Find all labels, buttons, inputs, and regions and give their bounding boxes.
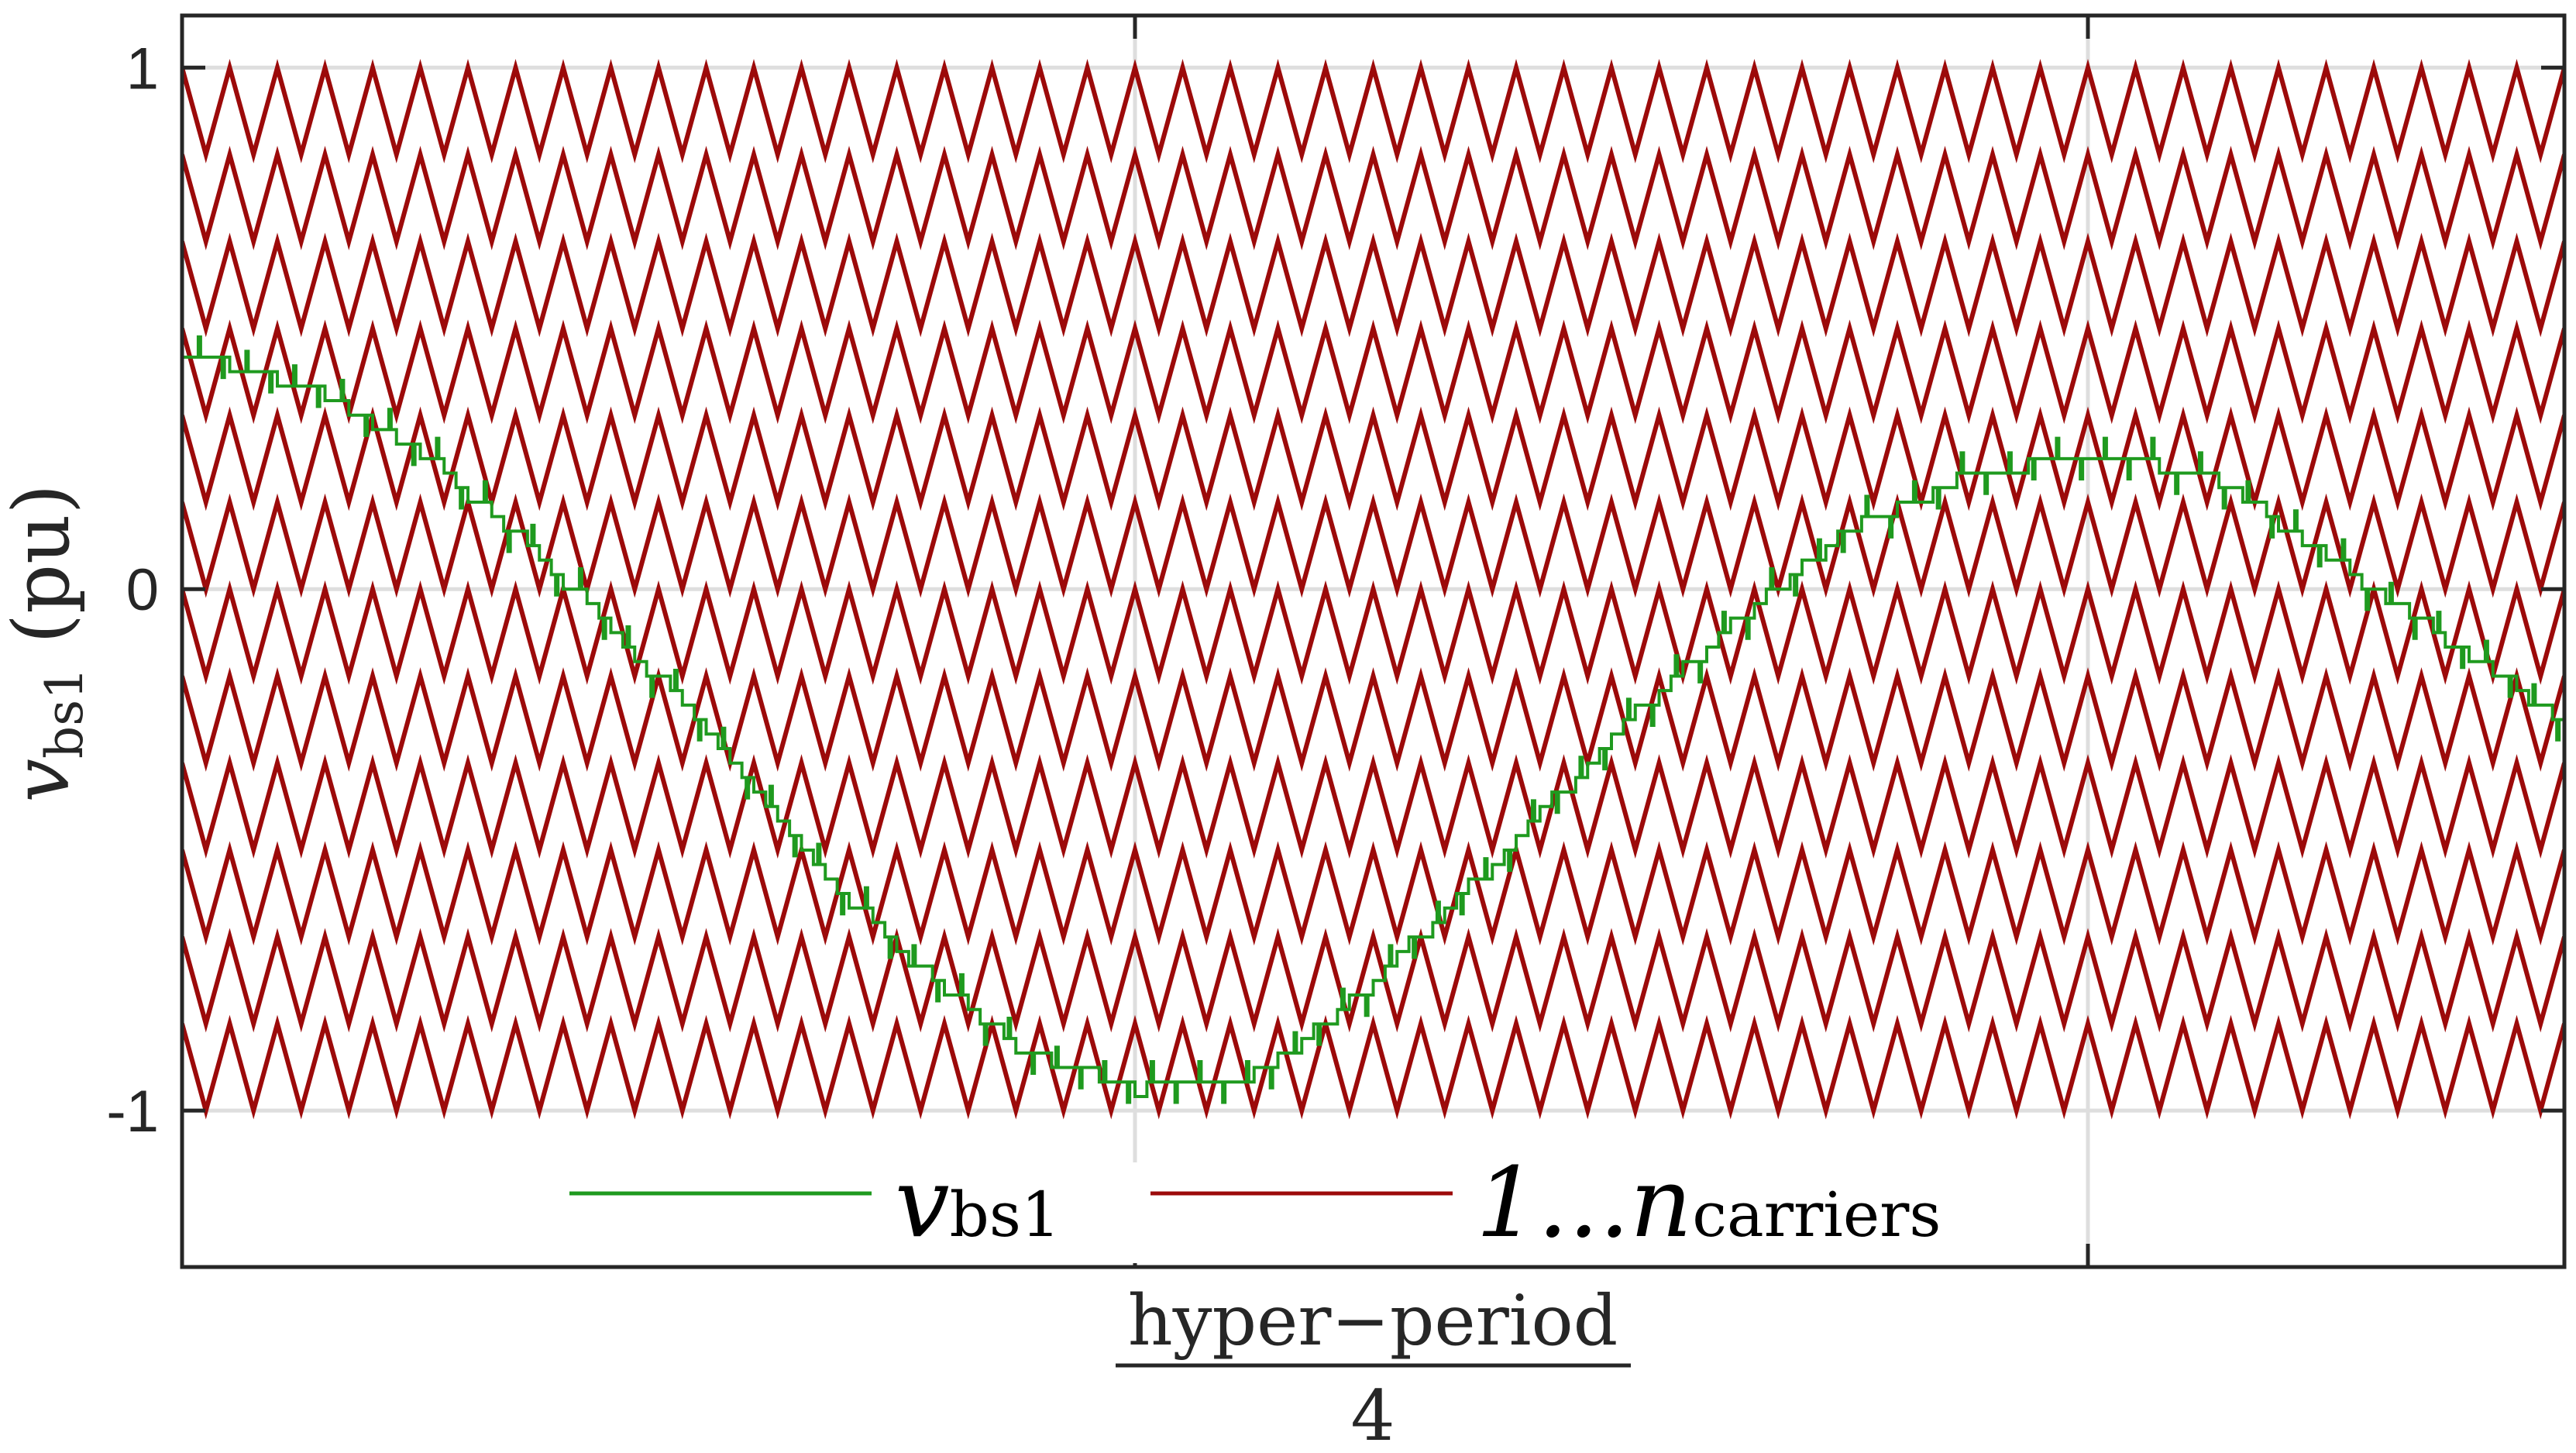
y-axis-label-sub: bs1 (35, 667, 95, 759)
y-axis-label-main: v (0, 759, 87, 803)
x-axis-label-numerator: hyper−period (1128, 1280, 1618, 1362)
legend-label-carriers: 1...ncarriers (1476, 1147, 1941, 1259)
carrier-wave-5 (182, 667, 2564, 772)
y-tick-label-0: 1 (126, 36, 159, 102)
legend-label-reference-sub: bs1 (950, 1179, 1061, 1251)
reference-signal-line (182, 335, 2564, 1104)
legend-label-carriers-sub: carriers (1692, 1179, 1941, 1251)
carrier-wave-11 (182, 146, 2564, 250)
carrier-wave-7 (182, 493, 2564, 598)
carrier-wave-4 (182, 754, 2564, 859)
carrier-wave-6 (182, 580, 2564, 685)
y-tick-label-2: -1 (106, 1079, 159, 1145)
carrier-wave-12 (182, 58, 2564, 164)
carrier-wave-2 (182, 928, 2564, 1033)
plot-frame (180, 13, 2567, 1269)
axis-ticks: 1 0 -1 (106, 15, 2564, 1267)
y-axis-label-unit: (pu) (0, 484, 87, 643)
y-axis-label: vbs1 (pu) (0, 484, 95, 802)
x-axis-label-denominator: 4 (1350, 1376, 1395, 1453)
carrier-wave-3 (182, 841, 2564, 946)
reference-signal (182, 335, 2564, 1104)
y-tick-label-1: 0 (126, 557, 159, 623)
carrier-wave-10 (182, 232, 2564, 338)
carrier-wave-1 (182, 1014, 2564, 1120)
legend-label-reference-main: v (895, 1147, 950, 1259)
legend-label-carriers-main: 1...n (1476, 1147, 1692, 1259)
svg-text:vbs1(pu): vbs1 (pu) (0, 484, 95, 802)
carrier-wave-9 (182, 319, 2564, 425)
plot-background (182, 15, 2564, 1267)
legend: vbs1 1...ncarriers (558, 1147, 2022, 1263)
legend-box (558, 1162, 2022, 1263)
legend-label-reference: vbs1 (895, 1147, 1061, 1259)
x-axis-label: hyper−period 4 (1116, 1280, 1631, 1453)
